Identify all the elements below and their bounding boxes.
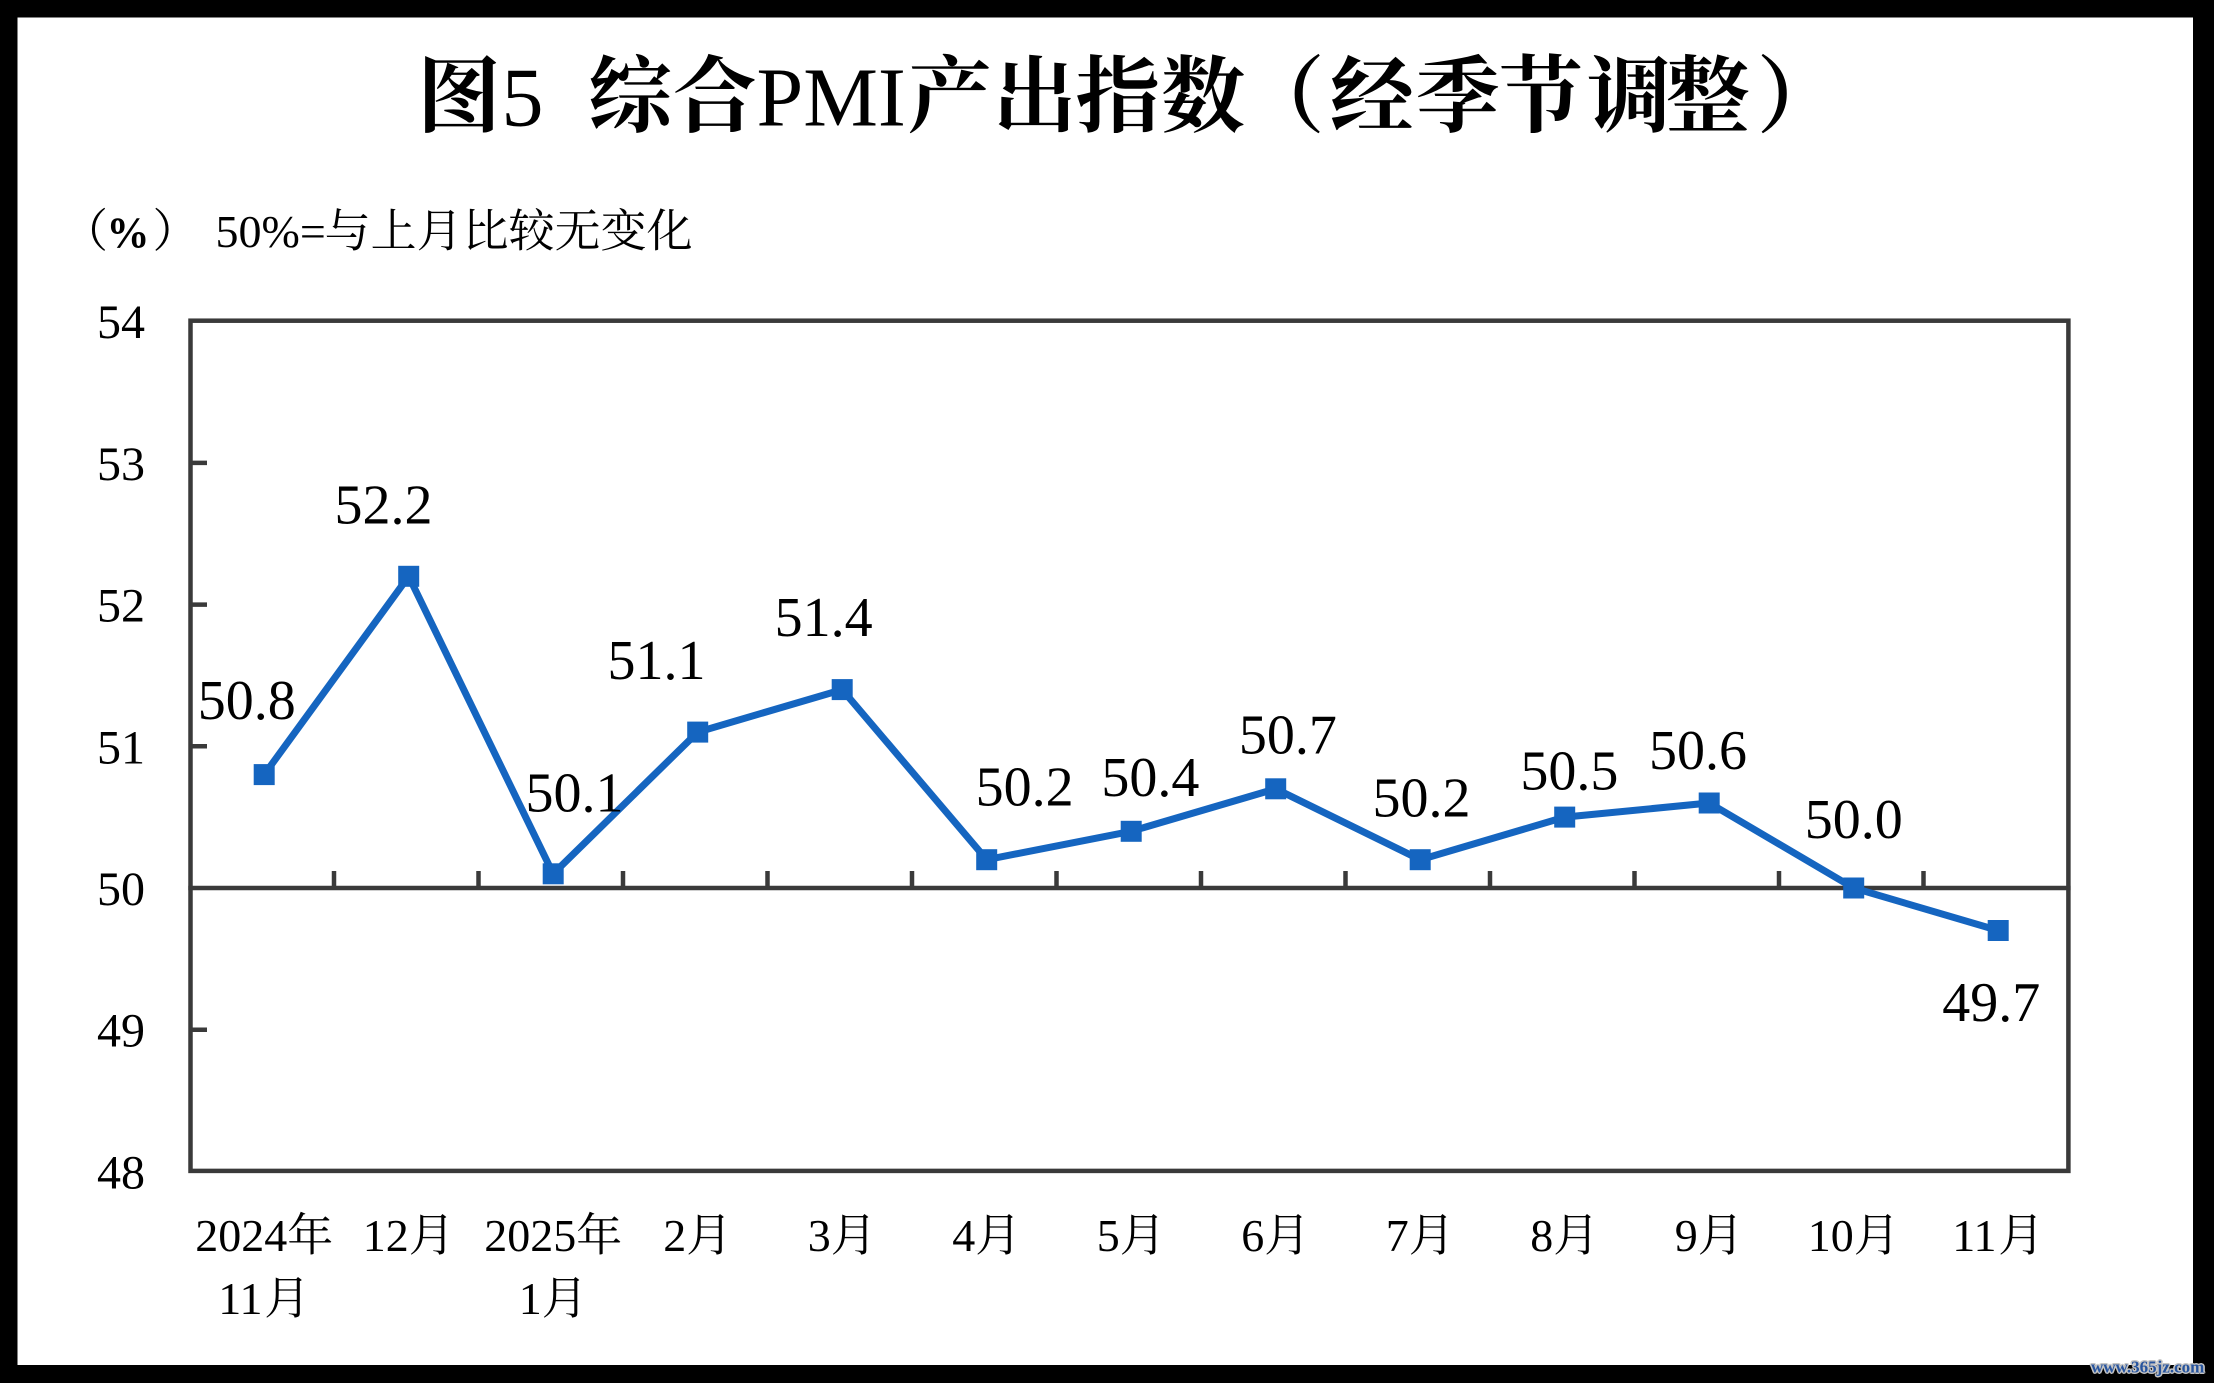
svg-text:12: 12 [363, 1210, 409, 1261]
svg-text:3: 3 [808, 1210, 831, 1261]
svg-text:www.365jz.com: www.365jz.com [2092, 1356, 2205, 1375]
svg-text:54: 54 [97, 296, 145, 349]
svg-text:9: 9 [1675, 1210, 1698, 1261]
svg-text:4: 4 [952, 1210, 975, 1261]
svg-text:6: 6 [1241, 1210, 1264, 1261]
svg-text:52: 52 [97, 580, 145, 633]
svg-text:7: 7 [1386, 1210, 1409, 1261]
svg-text:50.7: 50.7 [1239, 704, 1337, 766]
svg-text:51.4: 51.4 [775, 587, 873, 649]
svg-text:52.2: 52.2 [335, 474, 433, 536]
svg-text:www.365jz.com: www.365jz.com [2091, 1359, 2204, 1378]
svg-text:53: 53 [97, 438, 145, 491]
svg-text:50.0: 50.0 [1805, 789, 1903, 851]
svg-text:2024: 2024 [195, 1210, 287, 1261]
svg-text:11: 11 [1952, 1210, 1996, 1261]
svg-text:50.8: 50.8 [198, 670, 296, 732]
svg-text:51.1: 51.1 [608, 630, 706, 692]
svg-text:5: 5 [502, 52, 544, 145]
svg-text:www.365jz.com: www.365jz.com [2091, 1358, 2204, 1377]
svg-text:49: 49 [97, 1005, 145, 1058]
svg-text:www.365jz.com: www.365jz.com [2089, 1358, 2202, 1377]
svg-text:50: 50 [97, 863, 145, 916]
svg-text:50.5: 50.5 [1520, 741, 1618, 803]
svg-text:PMI: PMI [757, 52, 906, 145]
svg-text:www.365jz.com: www.365jz.com [2093, 1358, 2206, 1377]
svg-text:11: 11 [218, 1273, 262, 1324]
svg-text:1: 1 [519, 1273, 542, 1324]
svg-text:10: 10 [1808, 1210, 1854, 1261]
svg-text:5: 5 [1097, 1210, 1120, 1261]
svg-text:2: 2 [663, 1210, 686, 1261]
svg-text:2025: 2025 [484, 1210, 576, 1261]
svg-text:www.365jz.com: www.365jz.com [2091, 1356, 2204, 1375]
svg-text:50%=: 50%= [216, 206, 326, 257]
svg-text:50.2: 50.2 [1373, 768, 1471, 830]
svg-text:50.6: 50.6 [1649, 720, 1747, 782]
svg-text:50.4: 50.4 [1101, 747, 1199, 809]
svg-text:8: 8 [1530, 1210, 1553, 1261]
svg-text:%: % [107, 210, 150, 257]
svg-text:www.365jz.com: www.365jz.com [2092, 1359, 2205, 1378]
svg-text:50.1: 50.1 [526, 763, 624, 825]
svg-text:www.365jz.com: www.365jz.com [2090, 1356, 2203, 1375]
svg-text:49.7: 49.7 [1942, 972, 2040, 1034]
svg-text:50.2: 50.2 [976, 757, 1074, 819]
svg-text:51: 51 [97, 721, 145, 774]
svg-text:www.365jz.com: www.365jz.com [2090, 1359, 2203, 1378]
svg-text:48: 48 [97, 1146, 145, 1199]
